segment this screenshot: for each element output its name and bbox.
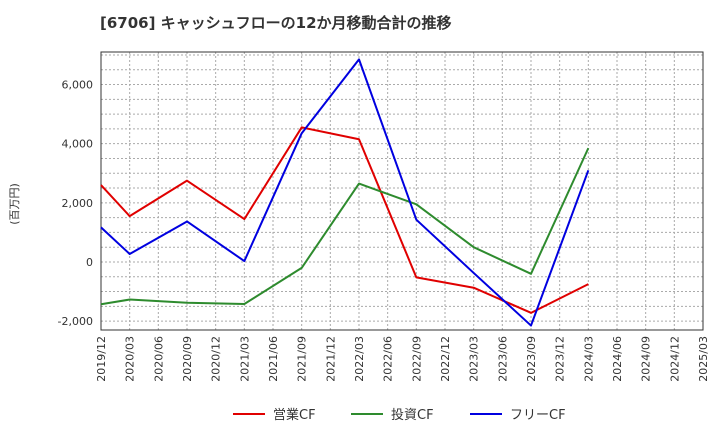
x-tick-label: 2023/06 xyxy=(496,336,509,382)
x-tick-label: 2021/06 xyxy=(267,336,280,382)
x-tick-label: 2021/12 xyxy=(324,336,337,382)
series-lines xyxy=(100,58,590,327)
x-tick-label: 2021/03 xyxy=(238,336,251,382)
legend-label: 営業CF xyxy=(273,407,316,423)
series-line-投資CF xyxy=(100,147,590,306)
x-tick-label: 2019/12 xyxy=(95,336,108,382)
x-tick-label: 2024/03 xyxy=(582,336,595,382)
x-tick-label: 2022/06 xyxy=(382,336,395,382)
y-tick-label: -2,000 xyxy=(58,315,93,328)
x-tick-label: 2021/09 xyxy=(296,336,309,382)
x-tick-label: 2023/03 xyxy=(468,336,481,382)
x-tick-label: 2020/03 xyxy=(124,336,137,382)
x-tick-label: 2022/03 xyxy=(353,336,366,382)
x-tick-label: 2020/06 xyxy=(152,336,165,382)
x-tick-label: 2025/03 xyxy=(697,336,710,382)
x-tick-label: 2024/09 xyxy=(640,336,653,382)
x-tick-label: 2023/09 xyxy=(525,336,538,382)
legend: 営業CF 投資CF フリーCF xyxy=(233,407,566,423)
x-tick-label: 2020/12 xyxy=(210,336,223,382)
series-line-フリーCF xyxy=(100,58,590,327)
legend-label: 投資CF xyxy=(391,407,434,423)
y-tick-label: 2,000 xyxy=(62,197,94,210)
legend-label: フリーCF xyxy=(510,408,566,423)
plot-frame xyxy=(100,51,704,331)
y-tick-label: 0 xyxy=(86,256,93,269)
grid xyxy=(101,52,703,330)
x-tick-label: 2024/06 xyxy=(611,336,624,382)
x-tick-label: 2022/09 xyxy=(410,336,423,382)
series-line-営業CF xyxy=(100,126,589,314)
chart-title: [6706] キャッシュフローの12か月移動合計の推移 xyxy=(100,14,452,32)
x-tick-label: 2022/12 xyxy=(439,336,452,382)
y-axis-ticks: -2,000 0 2,000 4,000 6,000 xyxy=(58,79,93,329)
y-axis-label: (百万円) xyxy=(8,183,21,225)
x-axis-ticks: 2019/12 2020/03 2020/06 2020/09 2020/12 2021/… xyxy=(95,336,710,382)
y-tick-label: 4,000 xyxy=(62,138,94,151)
x-tick-label: 2020/09 xyxy=(181,336,194,382)
y-tick-label: 6,000 xyxy=(62,79,94,92)
x-tick-label: 2024/12 xyxy=(668,336,681,382)
x-tick-label: 2023/12 xyxy=(554,336,567,382)
